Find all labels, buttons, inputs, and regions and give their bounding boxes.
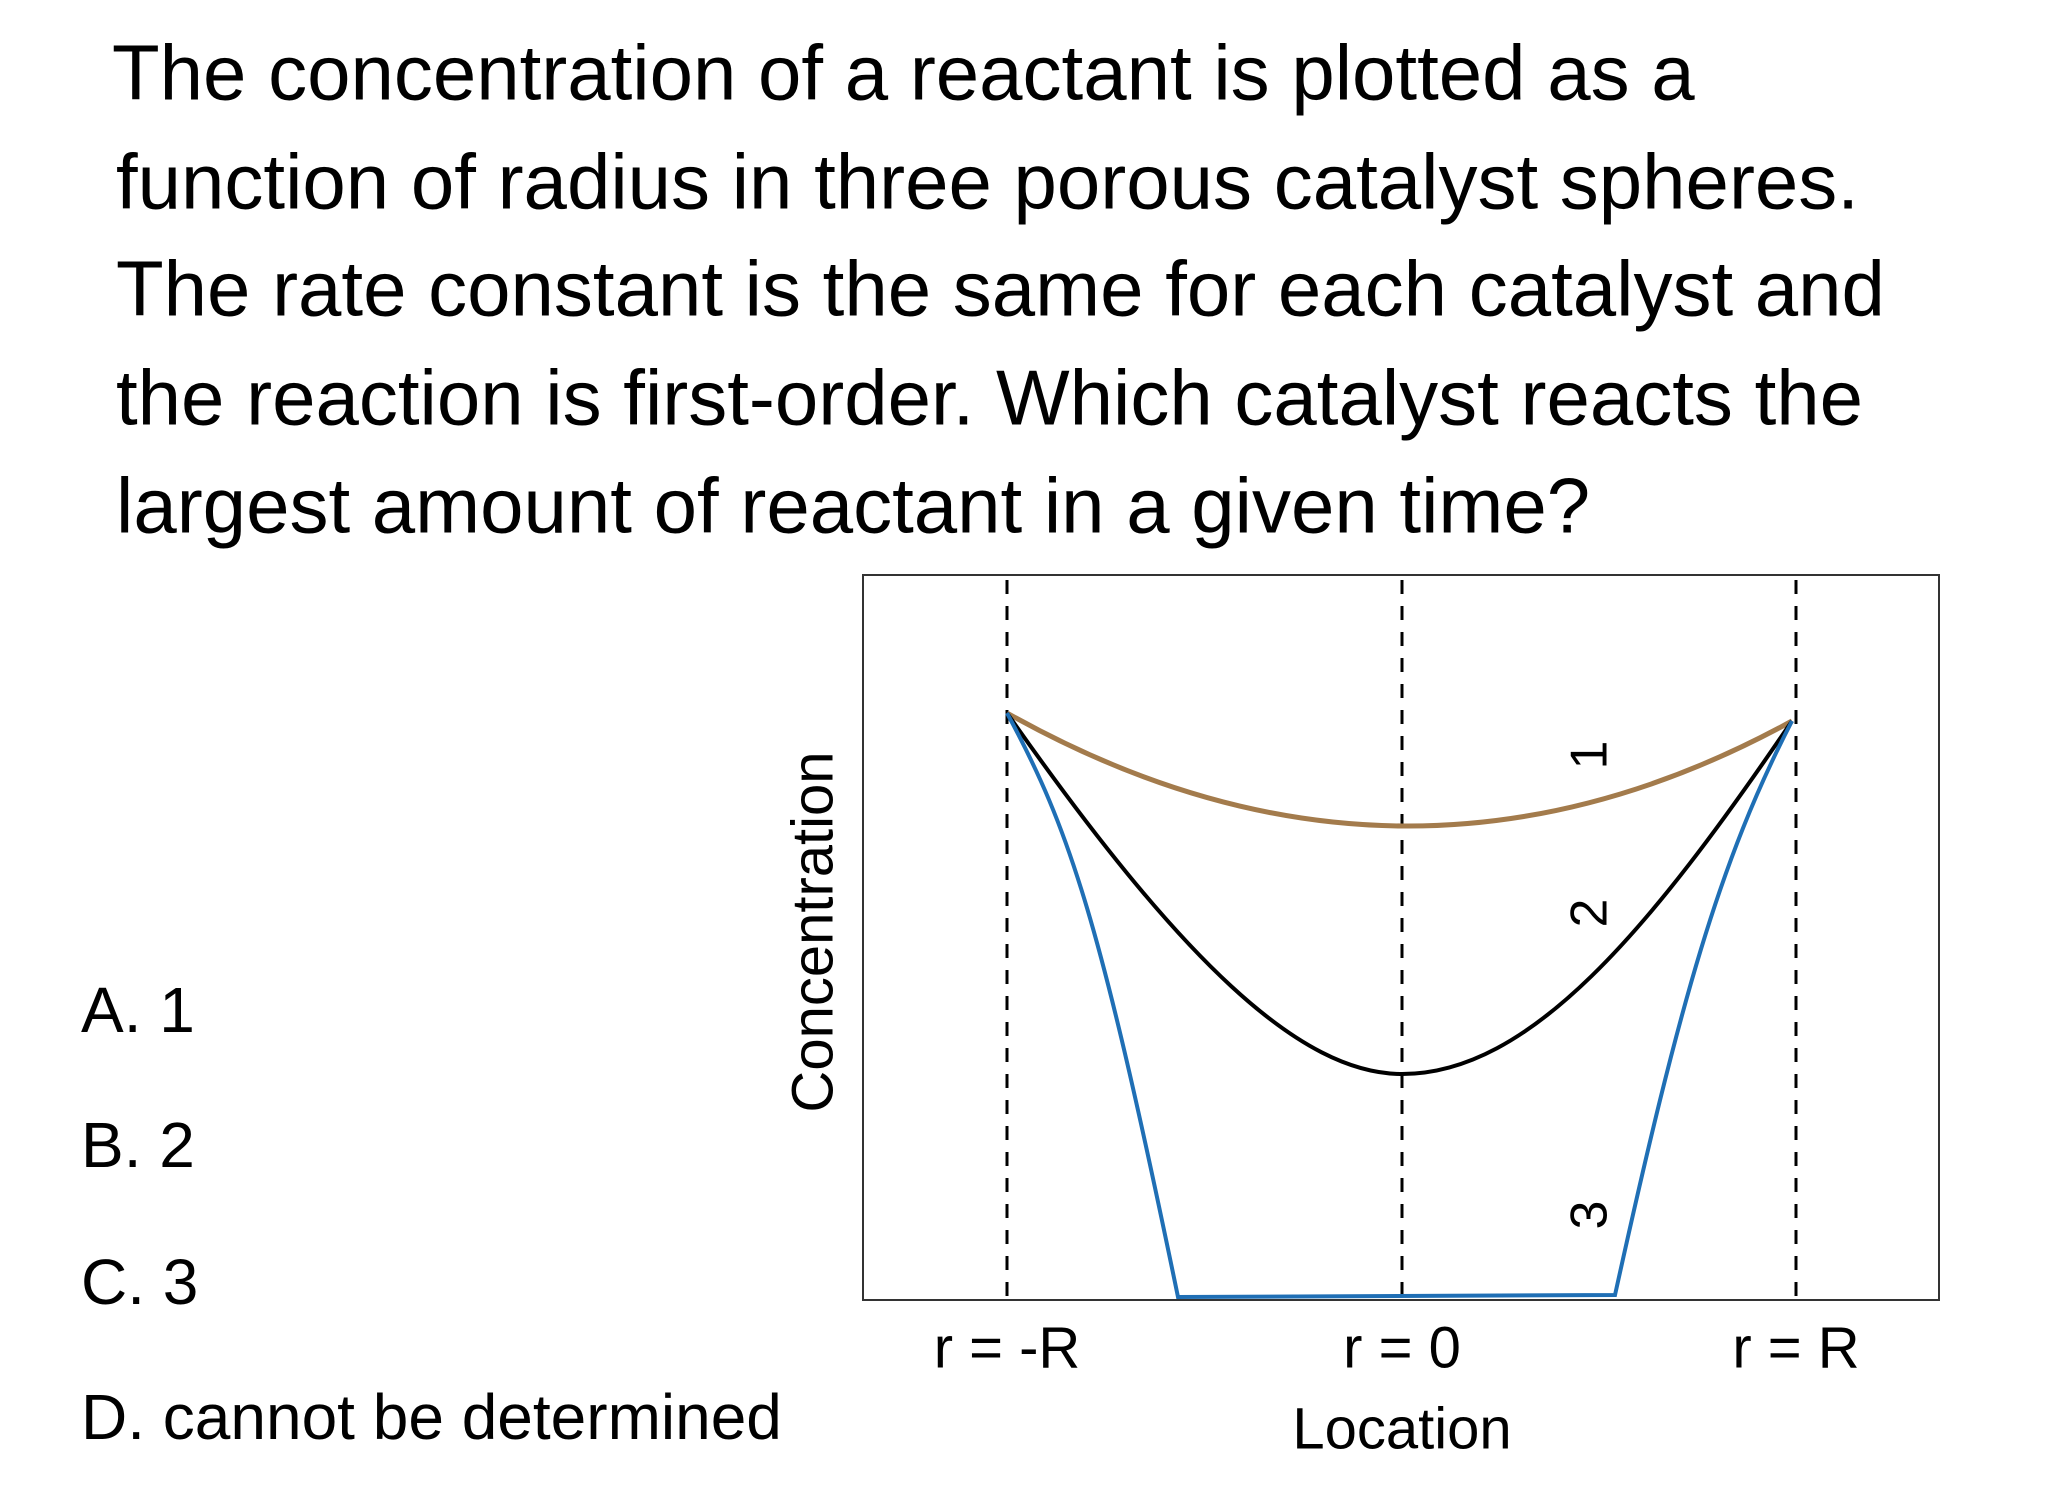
curve-label: 2 <box>1561 899 1619 928</box>
question: The concentration of a reactant is plott… <box>112 29 1885 550</box>
option[interactable]: A. 1 <box>81 974 195 1046</box>
question-line: function of radius in three porous catal… <box>116 138 1859 226</box>
figure: 1 2 3 Concentration r = -R r = 0 r = R L… <box>780 574 1940 1461</box>
question-line: The concentration of a reactant is plott… <box>112 29 1695 117</box>
curve-1 <box>1005 710 1794 829</box>
plot-frame <box>862 574 1940 1301</box>
x-tick-label: r = -R <box>934 1315 1081 1380</box>
options: A. 1 B. 2 C. 3 D. cannot be determined <box>81 974 782 1453</box>
curve-label: 3 <box>1561 1201 1619 1230</box>
curve-2 <box>1005 711 1794 1077</box>
x-tick-label: r = 0 <box>1343 1315 1461 1380</box>
option[interactable]: D. cannot be determined <box>81 1381 782 1453</box>
y-axis-label: Concentration <box>780 751 845 1112</box>
option[interactable]: C. 3 <box>81 1246 198 1318</box>
curve-3 <box>1005 712 1794 1300</box>
question-line: The rate constant is the same for each c… <box>116 245 1885 333</box>
dashed-lines <box>1005 580 1798 1300</box>
option[interactable]: B. 2 <box>81 1109 195 1181</box>
curve-label: 1 <box>1561 741 1619 770</box>
x-tick-label: r = R <box>1732 1315 1859 1380</box>
x-axis-label: Location <box>1292 1396 1511 1461</box>
question-line: the reaction is first-order. Which catal… <box>116 354 1863 442</box>
question-line: largest amount of reactant in a given ti… <box>116 462 1590 550</box>
